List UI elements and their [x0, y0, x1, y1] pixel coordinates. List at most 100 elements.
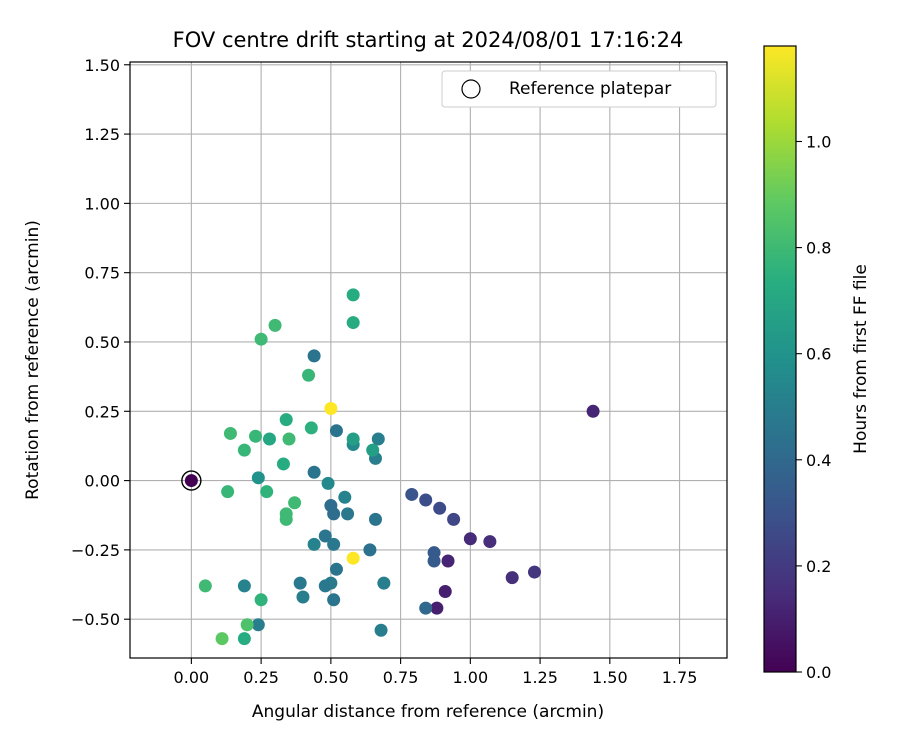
legend-box — [441, 70, 717, 108]
data-point — [304, 421, 318, 435]
data-point — [237, 632, 251, 646]
data-point — [184, 474, 198, 488]
y-tick-label: 1.50 — [84, 56, 120, 75]
data-point — [327, 593, 341, 607]
data-point — [366, 443, 380, 457]
data-point — [240, 618, 254, 632]
plot-frame — [129, 61, 728, 659]
data-point — [346, 432, 360, 446]
data-point — [221, 485, 235, 499]
data-point — [198, 579, 212, 593]
y-axis-label: Rotation from reference (arcmin) — [23, 220, 43, 500]
legend-marker-icon — [461, 79, 481, 99]
data-point — [237, 579, 251, 593]
data-point — [371, 432, 385, 446]
data-point — [483, 535, 497, 549]
data-point — [346, 288, 360, 302]
data-point — [586, 404, 600, 418]
y-tick-label: 0.75 — [84, 264, 120, 283]
data-point — [438, 584, 452, 598]
data-point — [307, 349, 321, 363]
y-tick-label: −0.25 — [71, 541, 120, 560]
y-tick-label: −0.50 — [71, 610, 120, 629]
reference-platepar-marker — [181, 470, 202, 491]
data-point — [254, 593, 268, 607]
data-point — [237, 443, 251, 457]
colorbar-tick-label: 0.0 — [806, 663, 831, 682]
data-point — [433, 501, 447, 515]
data-point — [528, 565, 542, 579]
data-point — [215, 632, 229, 646]
colorbar: 0.0 0.2 0.4 0.6 0.8 1.0 Hours from first FF f… — [763, 45, 871, 682]
data-point — [327, 507, 341, 521]
x-axis-label: Angular distance from reference (arcmin) — [252, 702, 604, 722]
x-tick-label: 1.75 — [662, 668, 698, 687]
data-point — [251, 471, 265, 485]
y-tick-label: 0.50 — [84, 333, 120, 352]
y-tick-label: 1.25 — [84, 125, 120, 144]
data-point — [279, 413, 293, 427]
data-point — [377, 576, 391, 590]
data-point — [293, 576, 307, 590]
data-point — [288, 496, 302, 510]
x-tick-label: 1.50 — [592, 668, 628, 687]
data-point — [374, 623, 388, 637]
data-point — [254, 332, 268, 346]
data-point — [427, 554, 441, 568]
legend-entry-label: Reference platepar — [509, 79, 671, 99]
data-point — [419, 601, 433, 615]
data-point — [318, 579, 332, 593]
legend: Reference platepar — [441, 70, 717, 108]
data-point — [363, 543, 377, 557]
x-tick-label: 0.75 — [383, 668, 419, 687]
data-point — [268, 318, 282, 332]
data-point — [251, 618, 265, 632]
data-point — [505, 571, 519, 585]
y-tick-label: 0.25 — [84, 402, 120, 421]
data-point — [324, 402, 338, 416]
data-point — [282, 432, 296, 446]
data-point — [368, 512, 382, 526]
x-tick-label: 1.00 — [453, 668, 489, 687]
data-point — [302, 368, 316, 382]
data-point — [321, 476, 335, 490]
x-tick-label: 0.25 — [243, 668, 279, 687]
data-point — [346, 316, 360, 330]
x-tick-label: 0.50 — [313, 668, 349, 687]
colorbar-tick-label: 0.8 — [806, 239, 831, 258]
data-point — [318, 529, 332, 543]
colorbar-ticks: 0.0 0.2 0.4 0.6 0.8 1.0 — [796, 132, 831, 682]
data-point — [276, 457, 290, 471]
data-point — [341, 507, 355, 521]
x-axis-ticks: 0.00 0.25 0.50 0.75 1.00 1.25 1.50 1.75 — [174, 658, 698, 687]
colorbar-tick-label: 0.6 — [806, 345, 831, 364]
data-point — [346, 551, 360, 565]
data-point — [327, 537, 341, 551]
chart-title: FOV centre drift starting at 2024/08/01 … — [173, 28, 684, 52]
data-point — [430, 601, 444, 615]
colorbar-tick-label: 1.0 — [806, 132, 831, 151]
data-point — [463, 532, 477, 546]
data-point — [405, 487, 419, 501]
colorbar-tick-label: 0.4 — [806, 451, 831, 470]
data-point — [441, 554, 455, 568]
x-tick-label: 1.25 — [522, 668, 558, 687]
colorbar-tick-label: 0.2 — [806, 557, 831, 576]
data-point — [223, 426, 237, 440]
y-tick-label: 1.00 — [84, 194, 120, 213]
grid-lines — [130, 62, 727, 658]
x-tick-label: 0.00 — [174, 668, 210, 687]
data-points — [181, 288, 600, 646]
data-point — [447, 512, 461, 526]
data-point — [249, 429, 263, 443]
data-point — [419, 493, 433, 507]
colorbar-label: Hours from first FF file — [851, 264, 871, 454]
data-point — [338, 490, 352, 504]
data-point — [279, 512, 293, 526]
data-point — [329, 562, 343, 576]
data-point — [262, 432, 276, 446]
data-point — [329, 424, 343, 438]
data-point — [260, 485, 274, 499]
colorbar-gradient — [763, 45, 797, 673]
